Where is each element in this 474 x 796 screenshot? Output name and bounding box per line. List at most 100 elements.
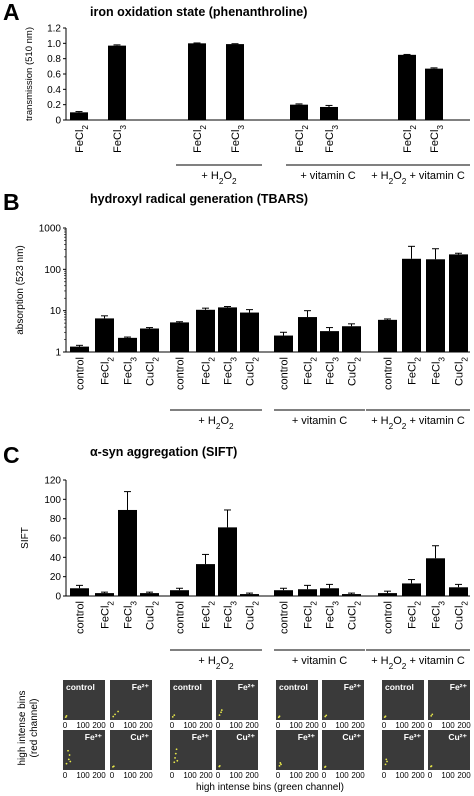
y-tick-label: 120 <box>44 476 61 487</box>
scatter-panel: Fe³⁺ 0 100 200 <box>63 730 106 780</box>
scatter-dot <box>68 754 71 756</box>
scatter-dot <box>218 714 221 717</box>
category-label: FeCl3 <box>325 601 341 629</box>
scatter-panel-label: Cu²⁺ <box>448 732 467 742</box>
scatter-tick-label: 200 <box>92 771 106 780</box>
scatter-dot <box>324 715 327 718</box>
scatter-dot <box>386 760 388 763</box>
category-label: CuCl2 <box>454 601 470 630</box>
category-label: control <box>383 357 395 390</box>
group-label: + vitamin C <box>300 170 355 182</box>
scatter-tick-label: 100 <box>123 721 137 730</box>
scatter-panel: control 0 100 200 <box>276 680 319 730</box>
scatter-dot <box>176 759 179 762</box>
scatter-panel: Fe²⁺ 0 100 200 <box>110 680 153 730</box>
scatter-panel: control 0 100 200 <box>170 680 213 730</box>
scatter-dot <box>430 714 433 717</box>
scatter-tick-label: 100 <box>76 721 90 730</box>
category-label: FeCl2 <box>201 357 217 385</box>
category-label: control <box>175 357 187 390</box>
bar <box>118 337 137 352</box>
scatter-tick-label: 100 <box>395 771 409 780</box>
y-tick-label: 80 <box>50 514 62 525</box>
scatter-tick-label: 200 <box>199 771 213 780</box>
category-label: control <box>383 601 395 634</box>
scatter-tick-label: 0 <box>428 771 433 780</box>
scatter-tick-label: 100 <box>335 771 349 780</box>
bar <box>398 54 416 121</box>
category-label: FeCl2 <box>294 125 310 153</box>
category-label: FeCl2 <box>303 357 319 385</box>
category-label: FeCl2 <box>303 601 319 629</box>
bar <box>425 68 443 120</box>
category-label: FeCl2 <box>100 357 116 385</box>
bar <box>320 331 339 352</box>
scatter-dot <box>220 711 222 714</box>
panel-label: C <box>3 442 20 468</box>
scatter-bg <box>216 730 258 770</box>
category-label: FeCl3 <box>123 601 139 629</box>
category-label: CuCl2 <box>454 357 470 386</box>
y-axis-label: transmission (510 nm) <box>24 27 35 121</box>
scatter-panel: Cu²⁺ 0 100 200 <box>216 730 259 780</box>
category-label: FeCl2 <box>407 601 423 629</box>
y-tick-label: 10 <box>50 306 62 317</box>
scatter-dot <box>278 764 281 767</box>
scatter-tick-label: 200 <box>245 721 259 730</box>
bar <box>70 112 88 120</box>
bar <box>218 527 237 596</box>
y-tick-label: 1 <box>55 348 61 359</box>
scatter-panel-label: Fe³⁺ <box>85 732 103 742</box>
scatter-tick-label: 100 <box>289 721 303 730</box>
scatter-tick-label: 100 <box>395 721 409 730</box>
scatter-tick-label: 0 <box>276 771 281 780</box>
scatter-panel-label: Cu²⁺ <box>342 732 361 742</box>
bar <box>188 43 206 121</box>
bar <box>449 254 468 352</box>
y-tick-label: 1.0 <box>47 39 61 50</box>
bar <box>118 509 137 596</box>
bar <box>402 583 421 596</box>
scatter-panel-label: control <box>385 682 414 692</box>
scatter-dot <box>325 714 328 717</box>
scatter-tick-label: 0 <box>170 771 175 780</box>
y-tick-label: 0.4 <box>47 85 61 96</box>
scatter-tick-label: 200 <box>457 771 471 780</box>
scatter-tick-label: 0 <box>322 771 327 780</box>
scatter-dot <box>279 762 282 764</box>
scatter-dot <box>324 765 327 768</box>
bar <box>378 319 397 352</box>
bar <box>274 590 293 596</box>
scatter-bg <box>63 730 105 770</box>
scatter-dot <box>171 715 174 718</box>
scatter-tick-label: 0 <box>322 721 327 730</box>
scatter-tick-label: 200 <box>351 771 365 780</box>
scatter-bg <box>382 730 424 770</box>
scatter-panel-label: Fe²⁺ <box>344 682 362 692</box>
y-tick-label: 100 <box>44 495 61 506</box>
y-tick-label: 0.6 <box>47 70 61 81</box>
category-label: FeCl2 <box>192 125 208 153</box>
scatter-bg <box>276 730 318 770</box>
scatter-dot <box>112 765 115 768</box>
y-tick-label: 1000 <box>39 224 62 235</box>
category-label: CuCl2 <box>145 357 161 386</box>
scatter-dot <box>175 748 178 751</box>
scatter-tick-label: 100 <box>183 771 197 780</box>
y-axis-label: SIFT <box>20 527 31 549</box>
chart-title: iron oxidation state (phenanthroline) <box>90 5 307 19</box>
scatter-dot <box>385 758 388 761</box>
scatter-panel-label: control <box>66 682 95 692</box>
category-label: FeCl3 <box>325 357 341 385</box>
category-label: FeCl2 <box>402 125 418 153</box>
y-tick-label: 40 <box>50 553 62 564</box>
scatter-bg <box>382 680 424 720</box>
scatter-panel: Cu²⁺ 0 100 200 <box>322 730 365 780</box>
scatter-tick-label: 0 <box>170 721 175 730</box>
bar <box>218 307 237 352</box>
scatter-tick-label: 200 <box>305 721 319 730</box>
scatter-dot <box>67 749 69 752</box>
y-tick-label: 100 <box>44 265 61 276</box>
category-label: FeCl3 <box>324 125 340 153</box>
